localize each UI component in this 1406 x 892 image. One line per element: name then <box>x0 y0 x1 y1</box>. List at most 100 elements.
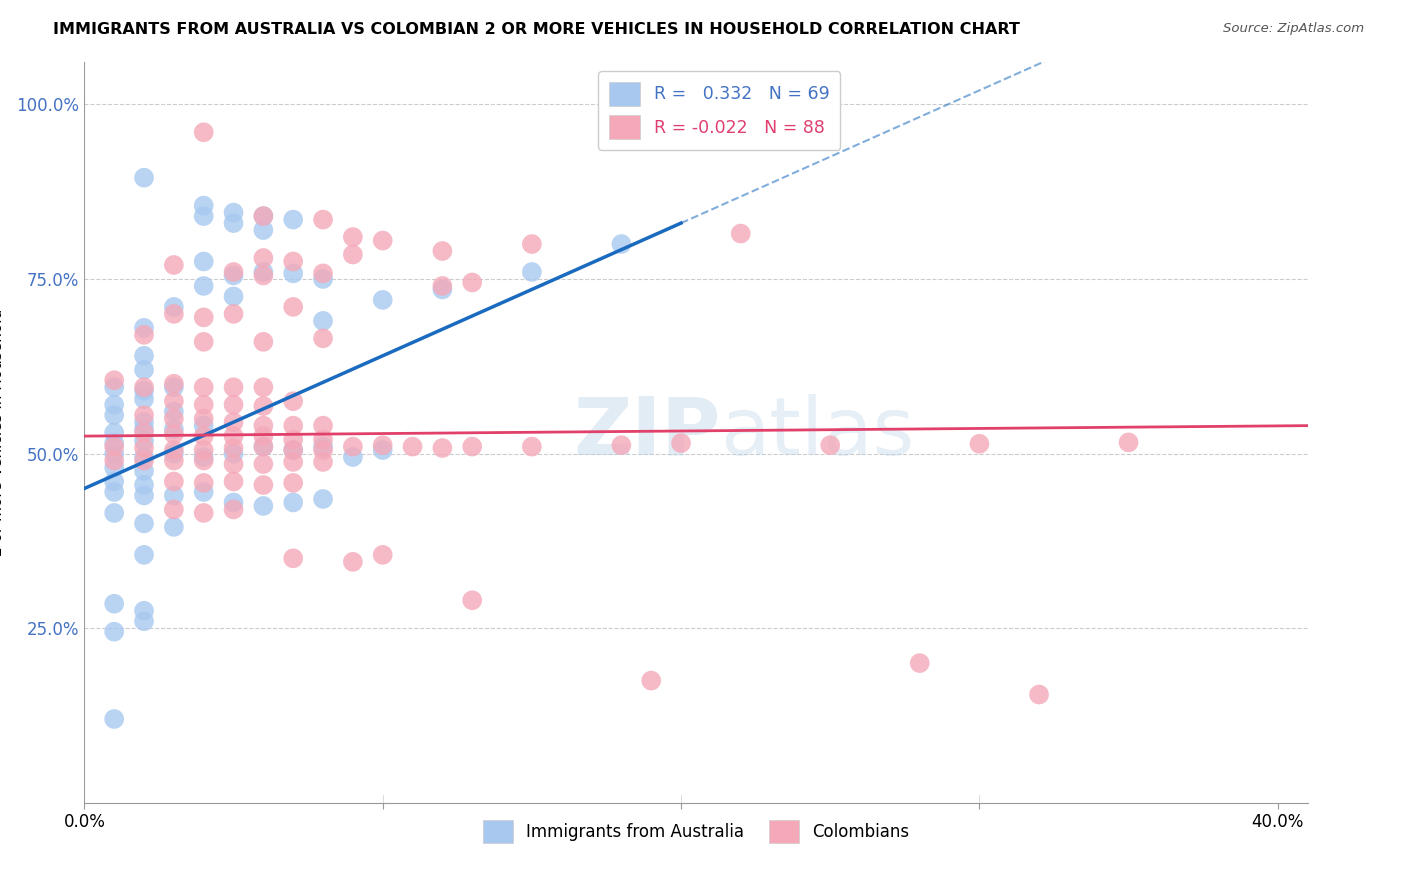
Point <box>222 415 245 429</box>
Point <box>252 429 274 443</box>
Point <box>193 398 215 412</box>
Point <box>252 457 274 471</box>
Point <box>163 376 186 391</box>
Point <box>103 446 125 460</box>
Point <box>132 170 155 185</box>
Point <box>132 363 155 377</box>
Point <box>283 495 305 509</box>
Point <box>132 441 155 455</box>
Point <box>193 443 215 458</box>
Point <box>520 440 543 454</box>
Point <box>283 394 305 409</box>
Point <box>252 418 274 433</box>
Point <box>103 408 125 422</box>
Point <box>432 441 454 455</box>
Point <box>222 502 245 516</box>
Point <box>371 443 394 458</box>
Point <box>163 453 186 467</box>
Point <box>193 279 215 293</box>
Point <box>342 247 364 261</box>
Point <box>252 209 274 223</box>
Point <box>371 293 394 307</box>
Point <box>312 331 335 345</box>
Point <box>252 265 274 279</box>
Point <box>132 434 155 448</box>
Point <box>818 438 841 452</box>
Point <box>103 373 125 387</box>
Point <box>163 405 186 419</box>
Point <box>252 251 274 265</box>
Point <box>342 555 364 569</box>
Point <box>132 464 155 478</box>
Point <box>222 475 245 489</box>
Point <box>252 440 274 454</box>
Point <box>132 614 155 628</box>
Point <box>193 380 215 394</box>
Point <box>163 411 186 425</box>
Point <box>163 422 186 436</box>
Point <box>283 212 305 227</box>
Point <box>312 443 335 458</box>
Point <box>461 593 484 607</box>
Point <box>193 485 215 500</box>
Point <box>193 334 215 349</box>
Point <box>103 380 125 394</box>
Point <box>132 415 155 429</box>
Point <box>252 334 274 349</box>
Point <box>312 491 335 506</box>
Point <box>193 209 215 223</box>
Point <box>103 436 125 450</box>
Point <box>103 453 125 467</box>
Point <box>132 327 155 342</box>
Point <box>283 266 305 280</box>
Point <box>432 279 454 293</box>
Point <box>283 418 305 433</box>
Point <box>193 199 215 213</box>
Point <box>163 446 186 460</box>
Point <box>401 440 423 454</box>
Point <box>132 380 155 394</box>
Text: atlas: atlas <box>720 393 915 472</box>
Y-axis label: 2 or more Vehicles in Household: 2 or more Vehicles in Household <box>0 309 6 557</box>
Point <box>252 209 274 223</box>
Point <box>193 418 215 433</box>
Point <box>610 237 633 252</box>
Point <box>252 223 274 237</box>
Point <box>432 282 454 296</box>
Point <box>132 453 155 467</box>
Point <box>222 429 245 443</box>
Point <box>193 254 215 268</box>
Point <box>163 258 186 272</box>
Point <box>283 551 305 566</box>
Point <box>193 429 215 443</box>
Point <box>640 673 662 688</box>
Point <box>252 399 274 413</box>
Point <box>103 460 125 475</box>
Point <box>222 268 245 283</box>
Point <box>222 398 245 412</box>
Point <box>222 457 245 471</box>
Legend: Immigrants from Australia, Colombians: Immigrants from Australia, Colombians <box>475 814 917 850</box>
Point <box>222 441 245 455</box>
Point <box>132 450 155 464</box>
Point <box>1118 435 1140 450</box>
Point <box>193 411 215 425</box>
Point <box>103 440 125 454</box>
Point <box>312 266 335 280</box>
Point <box>252 380 274 394</box>
Point <box>163 520 186 534</box>
Point <box>1028 688 1050 702</box>
Point <box>193 310 215 325</box>
Point <box>222 216 245 230</box>
Point <box>222 289 245 303</box>
Point <box>610 438 633 452</box>
Point <box>252 268 274 283</box>
Point <box>461 276 484 290</box>
Point <box>730 227 752 241</box>
Point <box>132 425 155 440</box>
Point <box>132 384 155 398</box>
Point <box>163 300 186 314</box>
Point <box>222 205 245 219</box>
Point <box>312 418 335 433</box>
Point <box>312 272 335 286</box>
